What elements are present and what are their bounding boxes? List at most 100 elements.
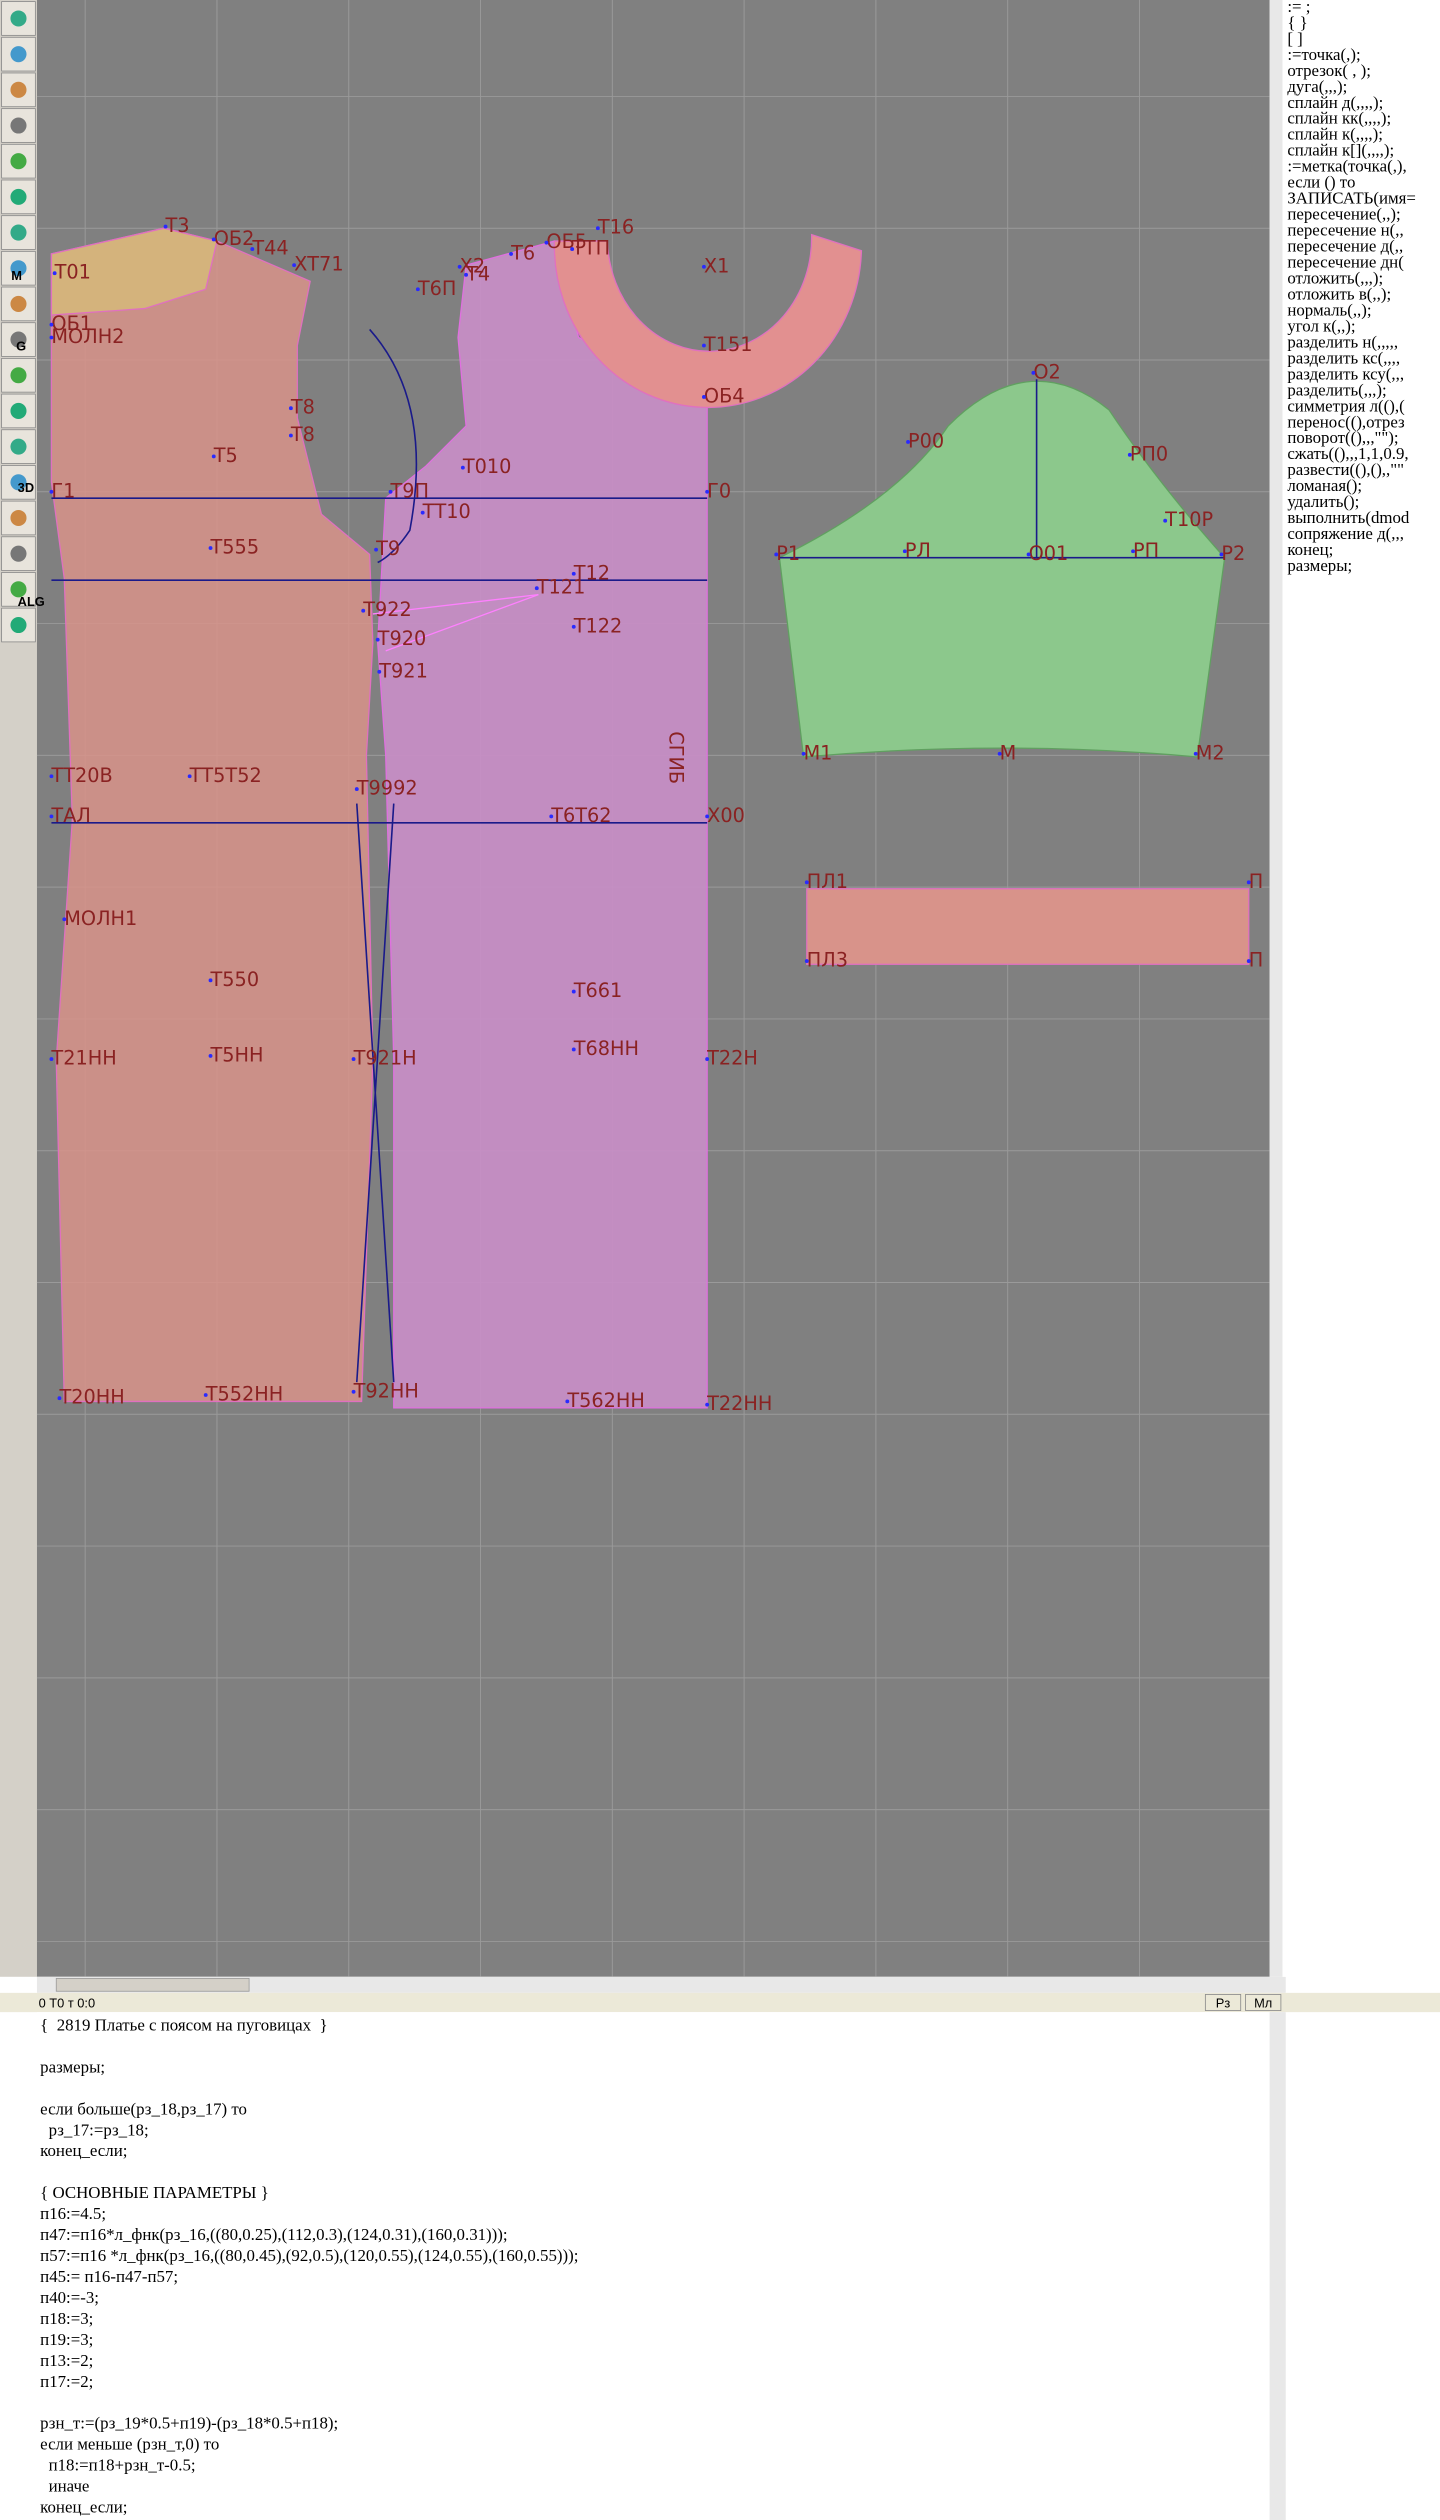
command-item[interactable]: пересечение д(,, <box>1287 237 1403 256</box>
tool-label[interactable]: ALG <box>18 594 45 609</box>
point <box>906 440 910 444</box>
point <box>1246 959 1251 963</box>
command-item[interactable]: := ; <box>1287 0 1310 16</box>
point-label: Т8 <box>290 396 315 419</box>
point <box>565 1399 570 1404</box>
command-item[interactable]: отложить(,,,); <box>1287 268 1383 287</box>
code-line: п18:=п18+рзн_т-0.5; <box>40 2456 195 2475</box>
command-item[interactable]: сплайн кк(,,,,); <box>1287 109 1391 128</box>
command-panel <box>1282 0 1440 1977</box>
point <box>208 1053 213 1058</box>
status-button-label[interactable]: Рз <box>1216 1995 1231 2010</box>
point-label: Т01 <box>54 261 91 284</box>
tool-icon <box>10 46 27 63</box>
command-item[interactable]: разделить н(,,,,, <box>1287 332 1398 351</box>
code-line: конец_если; <box>40 2497 127 2516</box>
command-item[interactable]: нормаль(,,); <box>1287 300 1371 319</box>
command-item[interactable]: удалить(); <box>1287 492 1359 511</box>
command-item[interactable]: перенос((),отрез <box>1287 412 1405 431</box>
tool-icon <box>10 188 27 205</box>
point-label: М <box>1000 741 1017 764</box>
code-line: п19:=3; <box>40 2330 93 2349</box>
command-item[interactable]: ЗАПИСАТЬ(имя= <box>1287 189 1416 208</box>
command-item[interactable]: угол к(,,); <box>1287 316 1355 335</box>
command-item[interactable]: :=точка(,); <box>1287 45 1360 64</box>
command-item[interactable]: :=метка(точка(,), <box>1287 157 1406 176</box>
tool-label[interactable]: G <box>16 339 26 354</box>
belt-piece[interactable] <box>806 888 1250 965</box>
command-item[interactable]: разделить кс(,,,, <box>1287 348 1400 367</box>
tool-button[interactable] <box>1 572 36 607</box>
status-button[interactable] <box>1204 1994 1242 2011</box>
command-item[interactable]: разделить ксу(,,, <box>1287 364 1404 383</box>
command-item[interactable]: сплайн к(,,,,); <box>1287 125 1383 144</box>
tool-button[interactable] <box>1 500 36 536</box>
vertical-scrollbar[interactable] <box>1269 0 1283 1977</box>
command-item[interactable]: выполнить(dmod <box>1287 508 1410 527</box>
status-button-label[interactable]: Мл <box>1254 1995 1272 2010</box>
command-item[interactable]: размеры; <box>1287 556 1352 575</box>
command-item[interactable]: конец; <box>1287 540 1333 559</box>
tool-icon <box>10 616 27 634</box>
code-line: если меньше (рзн_т,0) то <box>40 2435 219 2454</box>
point <box>457 264 462 269</box>
code-line: размеры; <box>40 2057 105 2076</box>
command-item[interactable]: ломаная(); <box>1287 476 1362 495</box>
point-label: МОЛН1 <box>64 907 137 930</box>
tool-label[interactable]: 3D <box>18 480 34 495</box>
editor-scrollbar[interactable] <box>1269 2012 1286 2520</box>
command-item[interactable]: сжать((),,,1,1,0.9, <box>1287 444 1408 463</box>
tool-icon <box>10 474 27 491</box>
point <box>801 751 806 756</box>
front-piece[interactable] <box>50 227 374 1403</box>
point <box>804 880 809 885</box>
command-item[interactable]: отрезок( , ); <box>1287 61 1371 80</box>
point-label: Т9 <box>375 537 400 560</box>
point-label: ПЛ3 <box>807 949 848 972</box>
command-item[interactable]: { } <box>1287 13 1307 32</box>
code-line: рзн_т:=(рз_19*0.5+п19)-(рз_18*0.5+п18); <box>40 2414 338 2433</box>
tool-button[interactable] <box>1 429 36 464</box>
tool-icon <box>10 545 27 562</box>
command-item[interactable]: симметрия л((),( <box>1287 396 1405 415</box>
point-label: Х1 <box>704 254 729 277</box>
command-item[interactable]: [ ] <box>1287 29 1302 48</box>
command-item[interactable]: если () то <box>1287 173 1355 192</box>
point <box>57 1396 62 1401</box>
yoke-piece[interactable] <box>50 227 218 316</box>
point-label: М1 <box>804 741 833 764</box>
code-editor[interactable] <box>36 2012 1270 2520</box>
command-item[interactable]: разделить(,,,); <box>1287 380 1386 399</box>
scroll-thumb[interactable] <box>55 1977 250 1992</box>
horizontal-scrollbar[interactable] <box>36 1976 1286 1993</box>
code-line: { ОСНОВНЫЕ ПАРАМЕТРЫ } <box>40 2183 269 2202</box>
tool-label[interactable]: M <box>11 268 22 283</box>
code-line: п57:=п16 *л_фнк(рз_16,((80,0.45),(92,0.5… <box>40 2246 578 2265</box>
point-label: Т122 <box>573 614 623 637</box>
status-button[interactable] <box>1245 1994 1282 2011</box>
code-line: { 2819 Платье с поясом на пуговицах } <box>40 2015 327 2034</box>
collar-piece[interactable] <box>553 233 863 409</box>
point <box>375 637 380 642</box>
point-label: О01 <box>1029 542 1069 565</box>
command-item[interactable]: пересечение(,,); <box>1287 205 1400 224</box>
command-item[interactable]: развести((),(),,"" <box>1287 460 1404 479</box>
command-item[interactable]: отложить в(,,); <box>1287 284 1391 303</box>
point-label: Т661 <box>573 979 623 1002</box>
command-item[interactable]: дуга(,,,); <box>1287 77 1347 96</box>
command-item[interactable]: сопряжение д(,,, <box>1287 524 1404 543</box>
point-label: Х00 <box>707 804 745 827</box>
point <box>571 571 576 576</box>
sleeve-piece[interactable] <box>778 380 1226 758</box>
point <box>1219 552 1224 557</box>
command-item[interactable]: сплайн д(,,,,); <box>1287 93 1383 112</box>
command-item[interactable]: поворот((),,,""); <box>1287 428 1398 447</box>
tool-icon <box>10 117 27 134</box>
tool-button[interactable] <box>1 215 36 250</box>
command-item[interactable]: пересечение дн( <box>1287 253 1404 272</box>
tool-icon <box>10 260 27 277</box>
command-item[interactable]: пересечение н(,, <box>1287 221 1403 240</box>
command-item[interactable]: сплайн к[](,,,,); <box>1287 141 1394 160</box>
point <box>571 624 576 629</box>
point <box>702 264 706 269</box>
